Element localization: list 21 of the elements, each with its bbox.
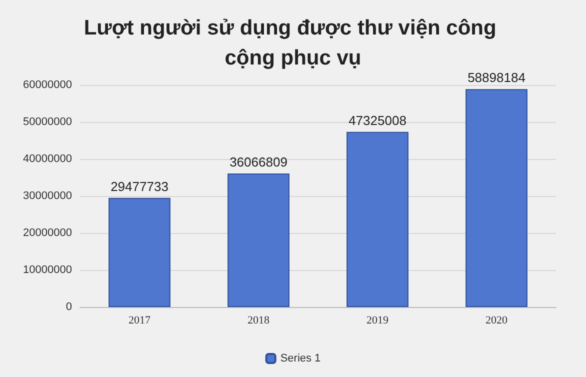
x-tick-label: 2019 (366, 314, 389, 326)
x-tick-label: 2018 (248, 314, 270, 326)
data-label: 36066809 (230, 154, 288, 170)
y-tick-label: 40000000 (23, 153, 72, 165)
bar (466, 89, 528, 307)
y-tick-label: 0 (66, 301, 72, 313)
bar (108, 198, 170, 307)
data-label: 29477733 (110, 178, 168, 194)
data-label: 58898184 (468, 70, 526, 86)
data-label: 47325008 (348, 112, 406, 128)
bar (346, 132, 408, 307)
y-tick-label: 30000000 (23, 190, 72, 202)
y-tick-label: 60000000 (23, 79, 72, 91)
x-tick-label: 2017 (128, 314, 151, 326)
chart-title: Lượt người sử dụng được thư viện công cộng phục vụ (84, 16, 502, 70)
bar (228, 174, 290, 307)
y-tick-label: 20000000 (23, 227, 72, 239)
y-tick-label: 50000000 (23, 116, 72, 128)
y-tick-label: 10000000 (23, 264, 72, 276)
legend-label: Series 1 (280, 352, 321, 364)
x-tick-label: 2020 (486, 314, 508, 326)
